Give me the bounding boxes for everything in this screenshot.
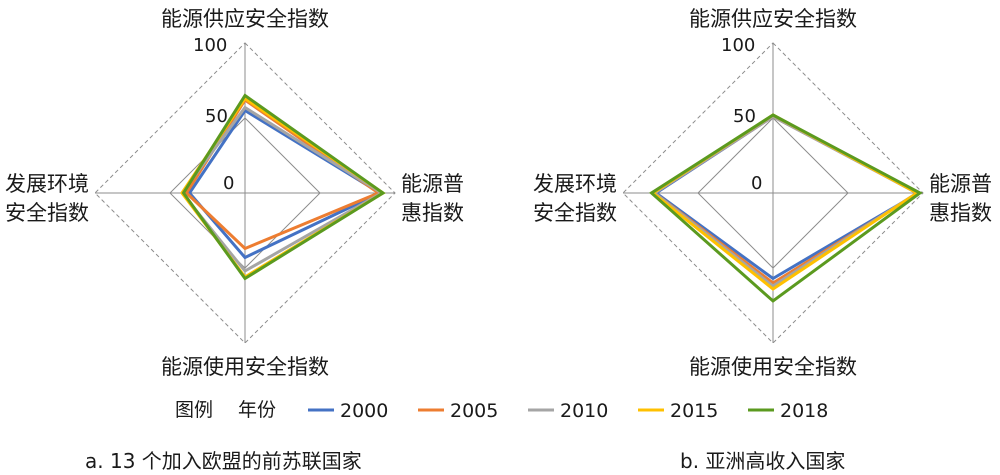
radar-chart-a: 0 50 100 能源供应安全指数 能源普 惠指数 能源使用安全指数 发展环境 … (5, 7, 464, 473)
legend-items: 2000 2005 2010 2015 2018 (308, 400, 828, 422)
legend-label-2010: 2010 (560, 400, 608, 422)
axis-label-environment-line2: 安全指数 (533, 201, 617, 225)
axis-label-access-line2: 惠指数 (401, 201, 464, 225)
axis-label-access-line1: 能源普 (929, 172, 992, 196)
radar-grid-b (622, 42, 924, 344)
tick-label-50: 50 (205, 106, 228, 127)
radar-grid-a (94, 42, 396, 344)
series-layer-b (649, 113, 923, 303)
series-2010-polygon (180, 105, 385, 273)
tick-label-100: 100 (721, 35, 755, 56)
tick-label-50: 50 (733, 106, 756, 127)
axis-label-environment-line1: 发展环境 (533, 172, 617, 196)
axis-label-environment-line1: 发展环境 (5, 172, 89, 196)
axis-label-supply: 能源供应安全指数 (161, 7, 329, 31)
axis-label-use: 能源使用安全指数 (689, 355, 857, 379)
grid-ring-outer (94, 42, 396, 344)
radar-chart-b: 0 50 100 能源供应安全指数 能源普 惠指数 能源使用安全指数 发展环境 … (533, 7, 992, 473)
tick-label-100: 100 (193, 35, 227, 56)
axis-label-access-line1: 能源普 (401, 172, 464, 196)
axis-labels-a: 能源供应安全指数 能源普 惠指数 能源使用安全指数 发展环境 安全指数 (5, 7, 464, 379)
tick-labels-b: 0 50 100 (721, 35, 762, 194)
legend: 图例 年份 2000 2005 2010 2015 2018 (175, 399, 828, 422)
caption-a: a. 13 个加入欧盟的前苏联国家 (85, 449, 362, 473)
tick-labels-a: 0 50 100 (193, 35, 234, 194)
series-2018-polygon (649, 113, 923, 303)
caption-b: b. 亚洲高收入国家 (680, 449, 845, 473)
axis-label-use: 能源使用安全指数 (161, 355, 329, 379)
series-2015-polygon (650, 113, 920, 291)
legend-title-year: 年份 (238, 399, 276, 421)
legend-label-2018: 2018 (780, 400, 828, 422)
legend-label-2015: 2015 (670, 400, 718, 422)
axis-labels-b: 能源供应安全指数 能源普 惠指数 能源使用安全指数 发展环境 安全指数 (533, 7, 992, 379)
series-layer-a (180, 93, 386, 281)
legend-label-2000: 2000 (340, 400, 388, 422)
series-2018-polygon (181, 93, 386, 281)
axis-label-supply: 能源供应安全指数 (689, 7, 857, 31)
legend-label-2005: 2005 (450, 400, 498, 422)
axis-label-environment-line2: 安全指数 (5, 201, 89, 225)
tick-label-0: 0 (223, 173, 234, 194)
series-2005-polygon (651, 114, 922, 285)
axis-label-access-line2: 惠指数 (929, 201, 992, 225)
legend-title-tuli: 图例 (175, 399, 213, 421)
tick-label-0: 0 (751, 173, 762, 194)
series-2010-polygon (651, 114, 920, 288)
grid-ring-outer (622, 42, 924, 344)
